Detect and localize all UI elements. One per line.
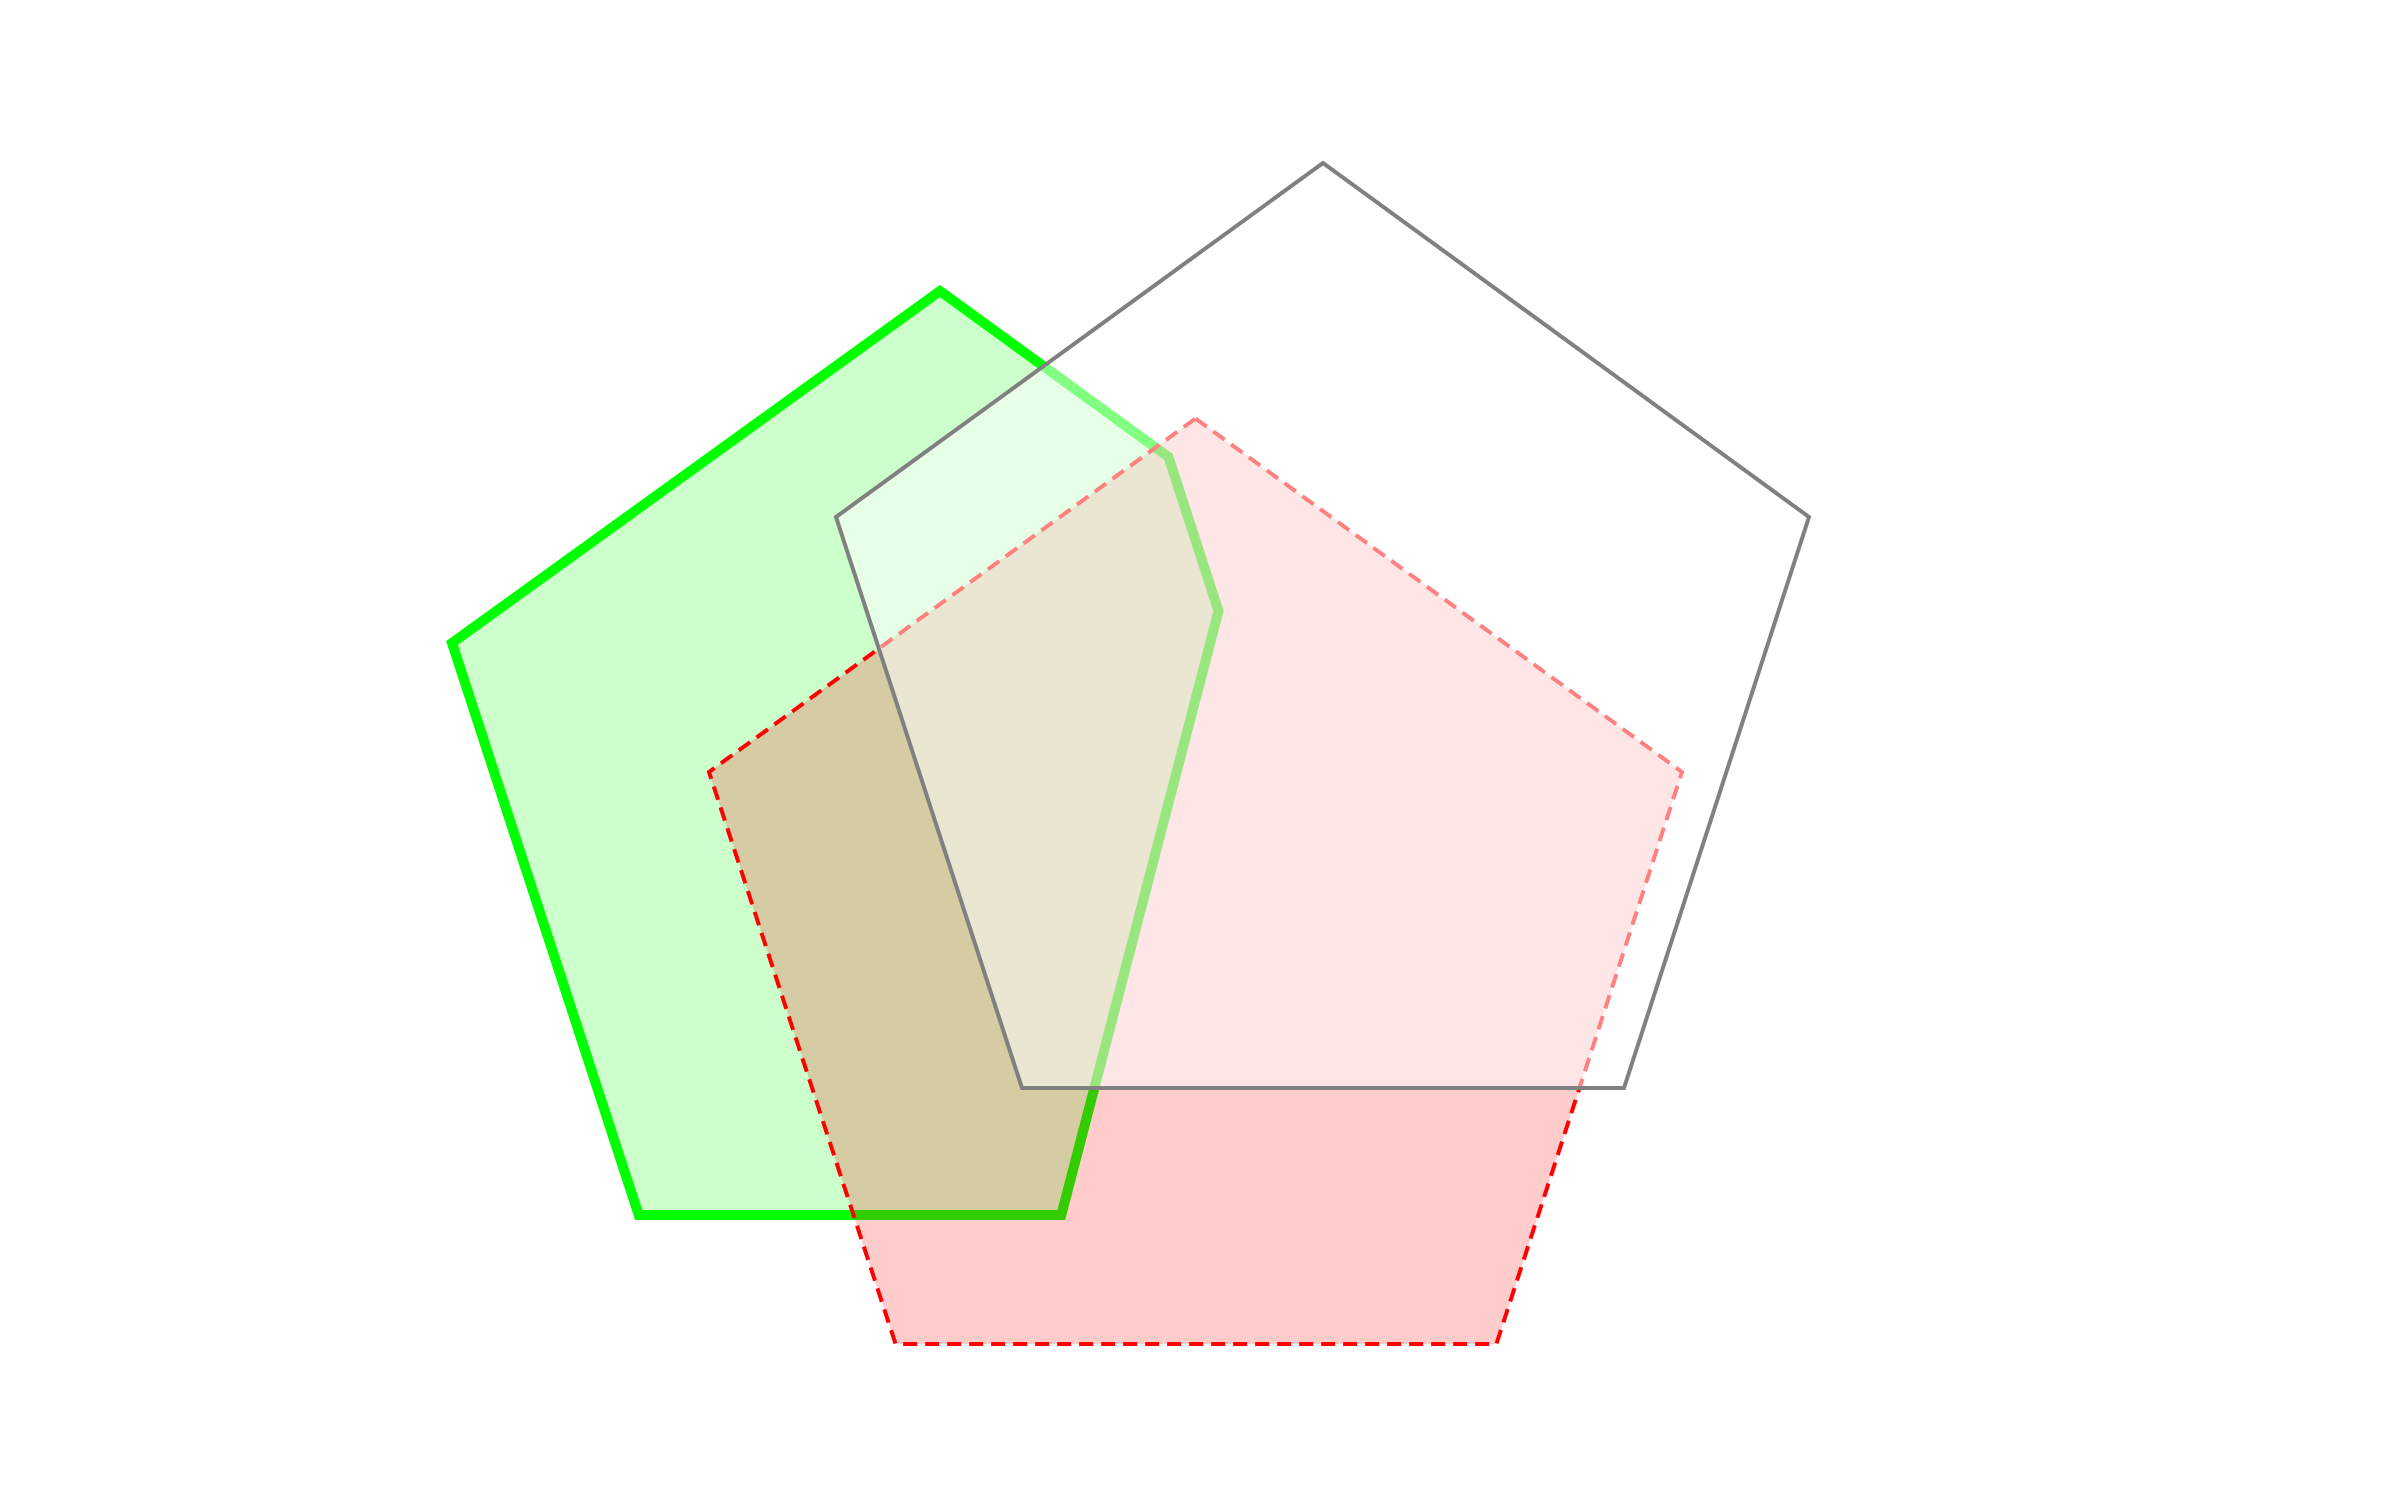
gray-pentagon: [836, 163, 1809, 1088]
